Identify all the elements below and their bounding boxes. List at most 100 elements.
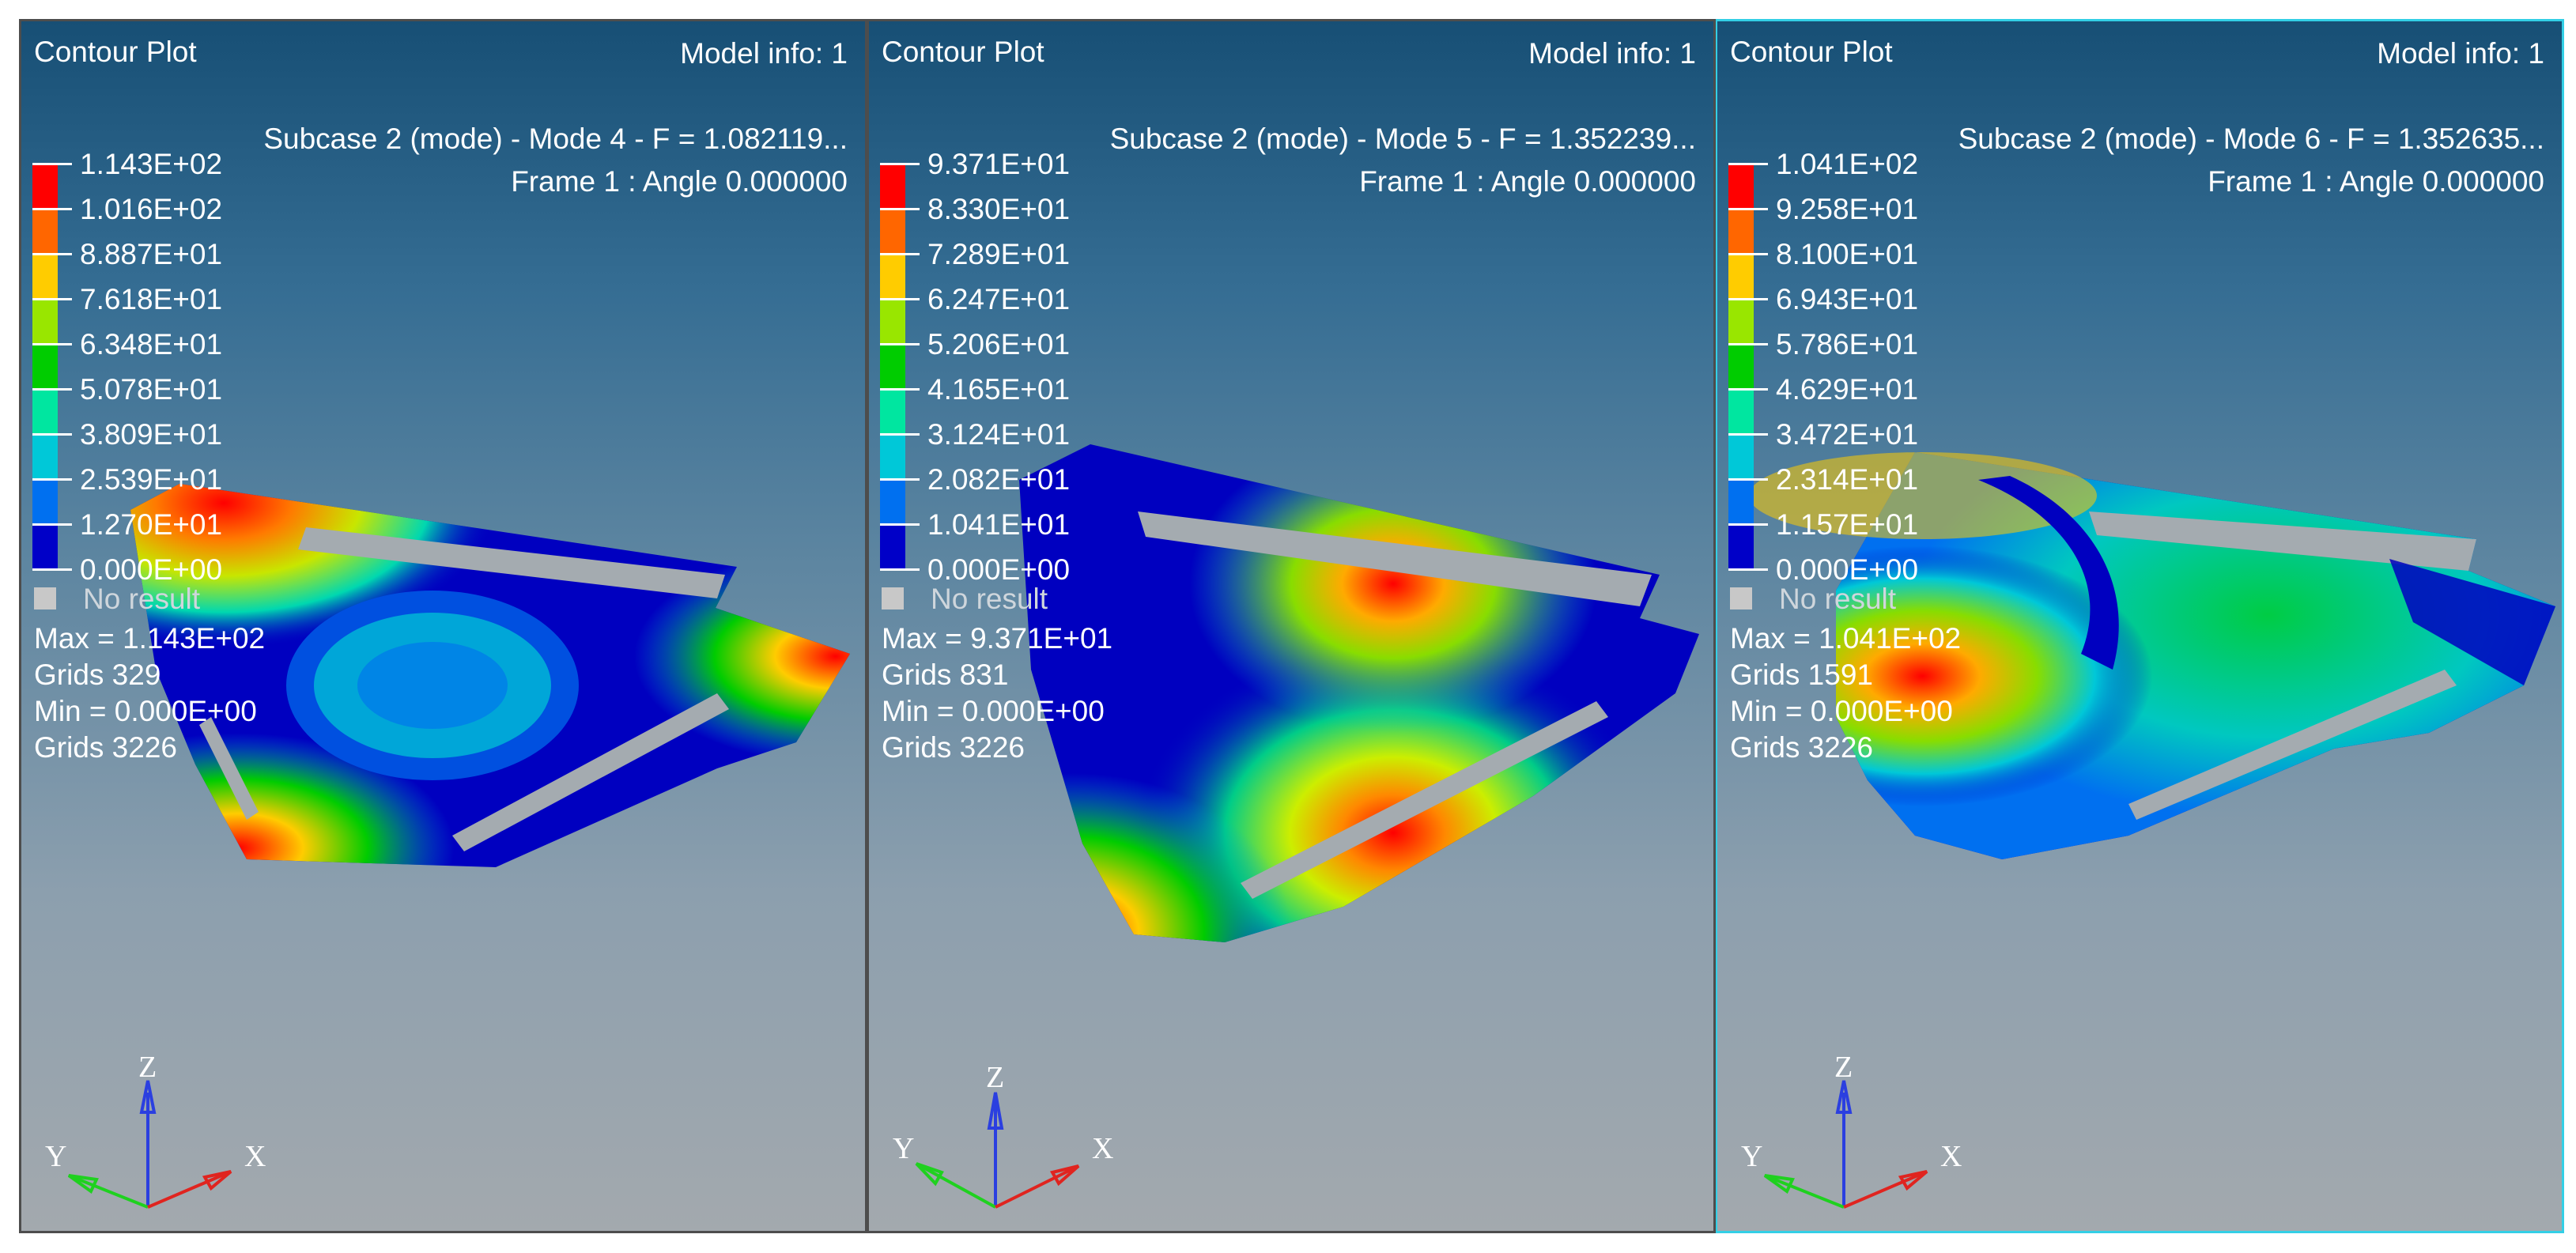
legend-value: 2.539E+01 xyxy=(80,463,223,496)
legend-value: 9.371E+01 xyxy=(927,148,1071,180)
legend-tick xyxy=(32,208,72,210)
max-grids: Grids 831 xyxy=(882,659,1009,691)
frame-label: Frame 1 : Angle 0.000000 xyxy=(1359,165,1696,198)
legend-swatch xyxy=(32,389,58,434)
axis-z-label: Z xyxy=(138,1051,157,1084)
contour-legend[interactable]: 1.041E+02 9.258E+01 8.100E+01 6.943E+01 5.78… xyxy=(1728,149,1989,597)
axis-z-label: Z xyxy=(1834,1051,1853,1084)
axis-x-label: X xyxy=(1940,1140,1962,1173)
legend-swatch xyxy=(32,344,58,389)
legend-value: 1.143E+02 xyxy=(80,148,223,180)
axis-y-label: Y xyxy=(45,1140,66,1173)
legend-swatch xyxy=(32,524,58,569)
legend-value: 3.124E+01 xyxy=(927,418,1071,451)
legend-value: 1.270E+01 xyxy=(80,508,223,541)
legend-value: 9.258E+01 xyxy=(1776,193,1919,225)
legend-value: 8.330E+01 xyxy=(927,193,1071,225)
subcase-label: Subcase 2 (mode) - Mode 4 - F = 1.082119… xyxy=(263,123,848,155)
viewport-1[interactable]: Contour Plot Model info: 1 Subcase 2 (mo… xyxy=(19,19,867,1233)
no-result-swatch xyxy=(34,587,56,610)
legend-value: 0.000E+00 xyxy=(927,553,1071,586)
legend-swatch xyxy=(1728,389,1754,434)
legend-tick xyxy=(32,298,72,300)
max-value: Max = 9.371E+01 xyxy=(882,622,1113,655)
max-grids: Grids 329 xyxy=(34,659,161,691)
legend-value: 1.041E+01 xyxy=(927,508,1071,541)
legend-value: 1.157E+01 xyxy=(1776,508,1919,541)
model-info: Model info: 1 xyxy=(2377,37,2544,70)
legend-value: 6.943E+01 xyxy=(1776,283,1919,315)
legend-swatch xyxy=(880,209,905,254)
legend-tick xyxy=(880,388,920,391)
legend-swatch xyxy=(32,254,58,299)
axis-y-label: Y xyxy=(1741,1140,1762,1173)
legend-tick xyxy=(32,253,72,255)
no-result-label: No result xyxy=(931,583,1048,615)
legend-swatch xyxy=(32,434,58,479)
viewport-title: Contour Plot xyxy=(1730,36,1893,68)
legend-tick xyxy=(880,208,920,210)
legend-tick xyxy=(880,253,920,255)
legend-swatch xyxy=(1728,434,1754,479)
max-value: Max = 1.041E+02 xyxy=(1730,622,1962,655)
legend-swatch xyxy=(32,299,58,344)
legend-tick xyxy=(880,343,920,345)
legend-value: 5.206E+01 xyxy=(927,328,1071,360)
legend-tick xyxy=(32,343,72,345)
legend-swatch xyxy=(880,389,905,434)
legend-swatch xyxy=(880,344,905,389)
legend-tick xyxy=(1728,388,1768,391)
legend-swatch xyxy=(880,479,905,524)
legend-value: 1.016E+02 xyxy=(80,193,223,225)
legend-value: 8.887E+01 xyxy=(80,238,223,270)
fe-model-mode-6[interactable] xyxy=(1717,21,2564,1233)
viewport-3[interactable]: Contour Plot Model info: 1 Subcase 2 (mo… xyxy=(1716,19,2564,1233)
min-grids: Grids 3226 xyxy=(882,731,1025,764)
legend-swatch xyxy=(1728,524,1754,569)
legend-swatch xyxy=(32,164,58,209)
legend-tick xyxy=(880,568,920,571)
max-value: Max = 1.143E+02 xyxy=(34,622,266,655)
fe-model-mode-5[interactable] xyxy=(869,21,1716,1233)
viewport-container: Contour Plot Model info: 1 Subcase 2 (mo… xyxy=(19,19,2565,1233)
no-result-label: No result xyxy=(83,583,201,615)
legend-tick xyxy=(1728,298,1768,300)
min-value: Min = 0.000E+00 xyxy=(882,695,1105,727)
legend-tick xyxy=(32,433,72,436)
axis-x-label: X xyxy=(244,1140,266,1173)
viewport-2[interactable]: Contour Plot Model info: 1 Subcase 2 (mo… xyxy=(867,19,1716,1233)
legend-tick xyxy=(32,523,72,526)
legend-value: 0.000E+00 xyxy=(1776,553,1919,586)
legend-value: 3.809E+01 xyxy=(80,418,223,451)
axis-y-label: Y xyxy=(893,1132,914,1165)
axis-triad-icon: Z Y X xyxy=(45,1051,266,1209)
legend-swatch xyxy=(1728,299,1754,344)
legend-value: 7.618E+01 xyxy=(80,283,223,315)
contour-legend[interactable]: 1.143E+02 1.016E+02 8.887E+01 7.618E+01 6.34… xyxy=(32,149,293,597)
legend-swatch xyxy=(880,299,905,344)
model-info: Model info: 1 xyxy=(1528,37,1696,70)
legend-value: 1.041E+02 xyxy=(1776,148,1919,180)
subcase-label: Subcase 2 (mode) - Mode 5 - F = 1.352239… xyxy=(1109,123,1696,155)
no-result-label: No result xyxy=(1779,583,1897,615)
legend-value: 5.078E+01 xyxy=(80,373,223,406)
legend-tick xyxy=(1728,478,1768,481)
legend-tick xyxy=(32,478,72,481)
frame-label: Frame 1 : Angle 0.000000 xyxy=(2208,165,2544,198)
legend-tick xyxy=(1728,163,1768,165)
fe-model-mode-4[interactable] xyxy=(21,21,867,1233)
legend-value: 5.786E+01 xyxy=(1776,328,1919,360)
contour-legend[interactable]: 9.371E+01 8.330E+01 7.289E+01 6.247E+01 5.20… xyxy=(880,149,1141,597)
axis-triad-icon: Z Y X xyxy=(893,1061,1113,1209)
max-grids: Grids 1591 xyxy=(1730,659,1873,691)
subcase-label: Subcase 2 (mode) - Mode 6 - F = 1.352635… xyxy=(1958,123,2544,155)
legend-value: 6.247E+01 xyxy=(927,283,1071,315)
legend-tick xyxy=(880,523,920,526)
legend-value: 7.289E+01 xyxy=(927,238,1071,270)
legend-value: 4.165E+01 xyxy=(927,373,1071,406)
min-grids: Grids 3226 xyxy=(1730,731,1873,764)
axis-z-label: Z xyxy=(986,1061,1004,1094)
legend-tick xyxy=(1728,343,1768,345)
legend-tick xyxy=(32,388,72,391)
legend-swatch xyxy=(1728,164,1754,209)
